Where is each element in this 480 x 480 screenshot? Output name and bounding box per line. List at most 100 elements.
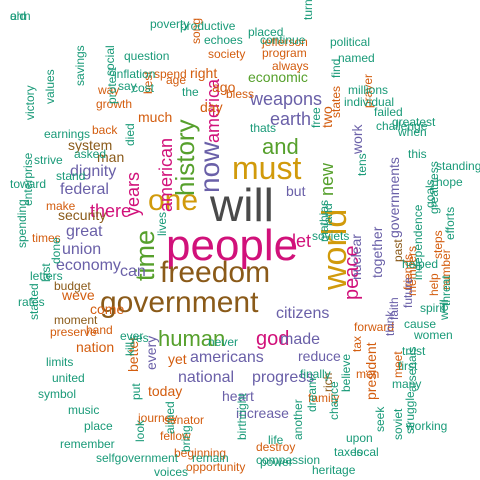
cloud-word: place [84, 419, 113, 433]
cloud-word: music [68, 403, 100, 417]
cloud-word: moment [54, 313, 98, 327]
cloud-word: much [138, 109, 173, 125]
cloud-word: old [10, 9, 27, 23]
cloud-word: power [260, 455, 293, 469]
cloud-word: journey [138, 411, 178, 425]
cloud-word: free [309, 107, 323, 128]
cloud-word: spirit [420, 301, 446, 315]
cloud-word: made [280, 331, 321, 348]
cloud-word: earnings [44, 127, 91, 141]
cloud-word: continue [260, 33, 306, 47]
cloud-word: society [208, 47, 246, 61]
cloud-word: rates [18, 295, 45, 309]
cloud-word: work [349, 124, 365, 154]
cloud-word: union [62, 241, 102, 258]
cloud-word: now [194, 141, 225, 193]
cloud-word: bless [226, 87, 255, 101]
cloud-word: national [178, 369, 235, 386]
cloud-word: one [148, 184, 199, 217]
cloud-word: question [124, 49, 170, 63]
cloud-word: seek [373, 406, 387, 432]
cloud-word: come [90, 301, 125, 317]
cloud-word: land [321, 203, 335, 226]
cloud-word: heritage [312, 463, 356, 477]
cloud-word: started [27, 283, 41, 320]
cloud-word: productive [180, 19, 236, 33]
cloud-word: working [406, 419, 448, 433]
cloud-word: arm [10, 9, 31, 23]
cloud-word: another [291, 399, 305, 440]
cloud-word: when [398, 125, 427, 139]
cloud-word: taxes [334, 445, 363, 459]
cloud-word: god [256, 328, 290, 350]
cloud-word: great [66, 223, 103, 240]
cloud-word: there [90, 201, 132, 221]
cloud-word: letters [30, 269, 63, 283]
cloud-word: find [329, 58, 343, 78]
cloud-word: upon [346, 431, 373, 445]
cloud-word: right [190, 65, 218, 81]
cloud-word: bring [179, 425, 193, 452]
cloud-word: together [369, 226, 385, 278]
cloud-word: let [292, 231, 312, 251]
cloud-word: remain [192, 451, 229, 465]
cloud-word: this [408, 147, 427, 161]
cloud-word: toward [10, 177, 47, 191]
cloud-word: lives [155, 211, 169, 236]
cloud-word: jefferson [262, 35, 308, 49]
cloud-word: family [308, 391, 340, 405]
cloud-word: cause [404, 317, 437, 331]
cloud-word: freedom [160, 256, 271, 289]
cloud-word: political [330, 35, 371, 49]
cloud-word: heart [222, 388, 254, 404]
cloud-word: the [182, 85, 199, 99]
cloud-word: women [414, 328, 453, 342]
cloud-word: aimed [163, 401, 177, 434]
cloud-word: put [129, 383, 143, 400]
cloud-word: standing [436, 159, 480, 173]
cloud-word: progress [252, 369, 315, 386]
cloud-word: budget [54, 279, 91, 293]
cloud-word: cost [132, 81, 155, 95]
cloud-word: greatest [392, 115, 436, 129]
cloud-word: nuclear [348, 234, 364, 280]
cloud-word: protect [105, 67, 119, 104]
cloud-word: dream [305, 377, 319, 412]
cloud-word: named [338, 51, 375, 65]
cloud-word: man [97, 149, 125, 165]
cloud-word: nation [76, 339, 115, 355]
cloud-word: citizens [276, 305, 330, 322]
cloud-word: ago [212, 79, 236, 95]
cloud-word: always [272, 59, 309, 73]
cloud-word: many [392, 377, 422, 391]
cloud-word: enterprise [21, 152, 35, 206]
cloud-word: program [262, 46, 307, 60]
cloud-word: earth [270, 109, 312, 129]
cloud-word: threat [439, 275, 453, 306]
cloud-word: senator [164, 413, 205, 427]
cloud-word: think [383, 310, 397, 336]
cloud-word: opportunity [186, 460, 246, 474]
cloud-word: states [329, 85, 343, 118]
cloud-word: placed [248, 25, 284, 39]
cloud-word: american [156, 137, 176, 212]
cloud-word: helped [402, 257, 439, 271]
cloud-word: ever [120, 329, 144, 343]
cloud-word: forward [354, 320, 395, 334]
cloud-word: fellow [160, 429, 191, 443]
cloud-word: day [200, 99, 223, 115]
cloud-word: governments [386, 157, 402, 238]
cloud-word: inflation [114, 67, 156, 81]
cloud-word: back [92, 123, 118, 137]
cloud-word: economy [56, 257, 121, 274]
cloud-word: hope [436, 175, 463, 189]
cloud-word: economic [248, 69, 308, 85]
cloud-word: weapons [250, 89, 323, 109]
cloud-word: victory [23, 85, 37, 120]
cloud-word: yes [130, 331, 149, 345]
cloud-word: times [32, 231, 61, 245]
cloud-word: turn [301, 0, 315, 20]
cloud-word: new [317, 162, 337, 196]
cloud-word: united [52, 371, 85, 385]
